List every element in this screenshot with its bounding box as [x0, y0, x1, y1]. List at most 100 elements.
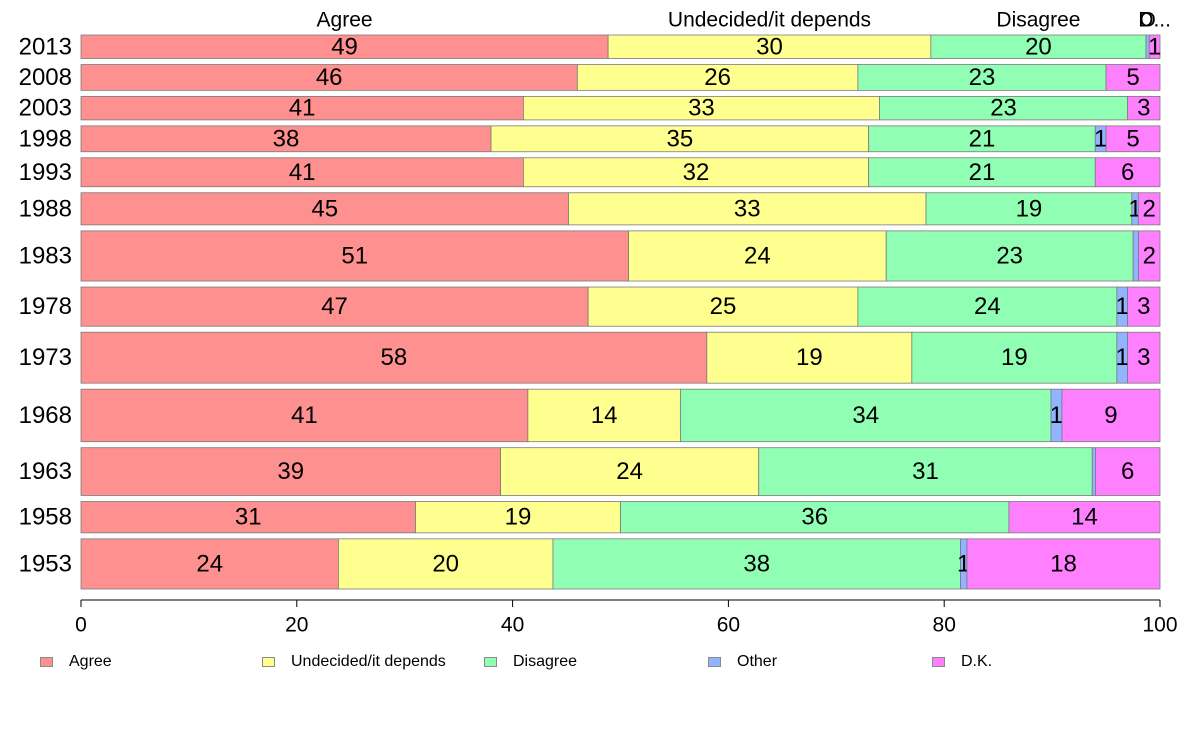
data-label: 33 — [688, 95, 715, 122]
bar-segment — [587, 286, 859, 327]
data-label: 20 — [1025, 33, 1052, 60]
data-label: 14 — [1071, 504, 1098, 531]
bar-segment — [706, 331, 913, 384]
data-label: 3 — [1137, 293, 1150, 320]
data-label: 1 — [1116, 344, 1129, 371]
legend-label: Other — [737, 653, 778, 670]
bar-segment — [80, 125, 492, 153]
legend: Agree Undecided/it depends Disagree Other D.… — [0, 650, 1188, 674]
bar-segment — [758, 447, 1093, 496]
bar-segment — [80, 286, 589, 327]
legend-item: Disagree — [484, 650, 577, 674]
y-tick-label: 1963 — [19, 458, 72, 485]
bar-segment — [857, 286, 1118, 327]
data-label: 35 — [666, 125, 693, 152]
bar-segment — [1105, 125, 1161, 153]
data-label: 58 — [381, 344, 408, 371]
bar-segment — [1148, 34, 1161, 59]
y-tick-label: 1998 — [19, 125, 72, 152]
data-label: 39 — [277, 458, 304, 485]
data-label: 5 — [1126, 64, 1139, 91]
bar-segment — [868, 157, 1096, 188]
bar-segment — [80, 192, 569, 226]
y-tick-label: 2013 — [19, 33, 72, 60]
data-label: 41 — [291, 402, 318, 429]
y-tick-label: 1973 — [19, 344, 72, 371]
data-label: 19 — [1016, 195, 1043, 222]
legend-label: Agree — [69, 653, 112, 670]
data-label: 23 — [990, 95, 1017, 122]
bar-segment — [80, 538, 339, 590]
bar-segment — [1132, 230, 1139, 282]
y-tick-label: 1978 — [19, 293, 72, 320]
legend-item: D.K. — [932, 650, 992, 674]
data-label: 1 — [1148, 33, 1161, 60]
data-label: 41 — [289, 95, 316, 122]
legend-item: Agree — [40, 650, 112, 674]
data-label: 45 — [311, 195, 338, 222]
top-series-label: Undecided/it depends — [668, 9, 871, 32]
data-label: 24 — [974, 293, 1001, 320]
bar-segment — [868, 125, 1096, 153]
data-label: 23 — [996, 242, 1023, 269]
data-label: 21 — [969, 125, 996, 152]
bar-segment — [415, 501, 621, 534]
data-label: 24 — [616, 458, 643, 485]
data-label: 6 — [1121, 458, 1134, 485]
data-label: 3 — [1137, 95, 1150, 122]
legend-label: D.K. — [961, 653, 993, 670]
bar-segment — [1105, 64, 1161, 91]
data-label: 9 — [1104, 402, 1117, 429]
data-label: 26 — [704, 64, 731, 91]
bar-segment — [552, 538, 961, 590]
x-tick-label: 20 — [285, 614, 308, 637]
legend-swatch — [484, 657, 497, 667]
legend-label: Disagree — [513, 653, 578, 670]
bar-segment — [966, 538, 1161, 590]
bar-segment — [500, 447, 760, 496]
data-label: 31 — [235, 504, 262, 531]
data-label: 19 — [796, 344, 823, 371]
data-label: 6 — [1121, 159, 1134, 186]
data-label: 24 — [744, 242, 771, 269]
data-label: 2 — [1142, 195, 1155, 222]
data-label: 2 — [1143, 242, 1156, 269]
bar-segment — [1094, 157, 1161, 188]
data-label: 41 — [289, 159, 316, 186]
legend-swatch — [708, 657, 721, 667]
bar-segment — [911, 331, 1118, 384]
bar-segment — [80, 388, 529, 443]
bar-segment — [1138, 230, 1161, 282]
bar-segment — [338, 538, 554, 590]
legend-swatch — [932, 657, 945, 667]
data-label: 47 — [321, 293, 348, 320]
top-series-label: Agree — [317, 9, 373, 32]
y-tick-label: 1983 — [19, 242, 72, 269]
legend-label: Undecided/it depends — [291, 653, 446, 670]
top-series-label: Disagree — [996, 9, 1080, 32]
y-tick-label: 1953 — [19, 550, 72, 577]
x-tick-label: 40 — [501, 614, 524, 637]
legend-item: Undecided/it depends — [262, 650, 446, 674]
bar-segment — [628, 230, 887, 282]
y-tick-label: 1968 — [19, 402, 72, 429]
data-label: 25 — [710, 293, 737, 320]
y-tick-label: 2008 — [19, 64, 72, 91]
y-tick-label: 1958 — [19, 504, 72, 531]
data-label: 1 — [1094, 125, 1107, 152]
data-label: 46 — [316, 64, 343, 91]
bar-segment — [680, 388, 1052, 443]
data-label: 38 — [743, 550, 770, 577]
data-label: 38 — [273, 125, 300, 152]
bar-segment — [1061, 388, 1161, 443]
bar-segment — [1127, 331, 1161, 384]
data-label: 24 — [196, 550, 223, 577]
bar-segment — [80, 501, 416, 534]
bar-segment — [1127, 286, 1161, 327]
data-label: 32 — [683, 159, 710, 186]
bar-segment — [80, 447, 501, 496]
data-label: 31 — [912, 458, 939, 485]
bar-segment — [527, 388, 681, 443]
y-tick-label: 1993 — [19, 159, 72, 186]
